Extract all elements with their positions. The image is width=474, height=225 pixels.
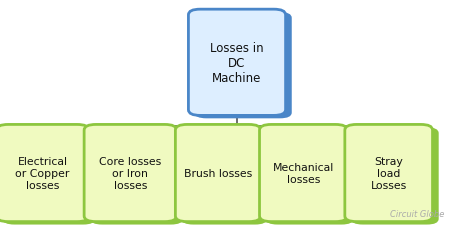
FancyBboxPatch shape bbox=[351, 128, 439, 225]
Text: Circuit Globe: Circuit Globe bbox=[390, 209, 444, 218]
Text: Losses in
DC
Machine: Losses in DC Machine bbox=[210, 42, 264, 84]
FancyBboxPatch shape bbox=[90, 128, 183, 225]
FancyBboxPatch shape bbox=[175, 125, 261, 222]
FancyBboxPatch shape bbox=[194, 13, 292, 119]
FancyBboxPatch shape bbox=[259, 125, 347, 222]
FancyBboxPatch shape bbox=[188, 10, 285, 116]
Text: Brush losses: Brush losses bbox=[184, 168, 252, 178]
FancyBboxPatch shape bbox=[84, 125, 176, 222]
Text: Electrical
or Copper
losses: Electrical or Copper losses bbox=[16, 157, 70, 190]
FancyBboxPatch shape bbox=[2, 128, 95, 225]
FancyBboxPatch shape bbox=[0, 125, 89, 222]
FancyBboxPatch shape bbox=[265, 128, 353, 225]
Text: Core losses
or Iron
losses: Core losses or Iron losses bbox=[99, 157, 162, 190]
Text: Stray
load
Losses: Stray load Losses bbox=[371, 157, 407, 190]
FancyBboxPatch shape bbox=[182, 128, 267, 225]
FancyBboxPatch shape bbox=[345, 125, 432, 222]
Text: Mechanical
losses: Mechanical losses bbox=[273, 162, 334, 184]
